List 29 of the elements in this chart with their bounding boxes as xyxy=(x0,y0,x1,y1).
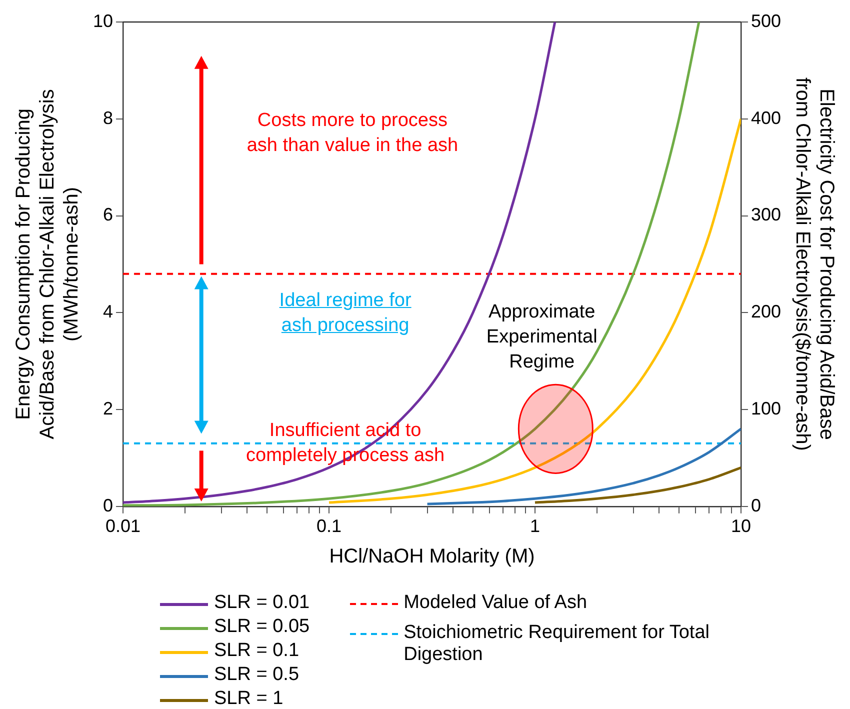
y2-tick-label: 500 xyxy=(750,10,782,31)
y-tick-label: 2 xyxy=(103,398,114,418)
x-tick-label: 0.01 xyxy=(106,516,141,536)
annotation: Ideal regime for ash processing xyxy=(279,288,412,338)
y-axis-title: Energy Consumption for Producing Acid/Base from Chlor-Alkali Electrolysis (MWh/tonne-ash) xyxy=(12,89,83,440)
x-tick-label: 0.1 xyxy=(316,516,342,536)
y-tick-label: 8 xyxy=(103,108,114,128)
annotation: Approximate Experimental Regime xyxy=(486,300,598,374)
y-tick-label: 10 xyxy=(92,10,114,31)
legend-label: Stoichiometric Requirement for Total Digestion xyxy=(404,622,710,666)
y2-tick-label: 0 xyxy=(750,495,761,516)
y2-tick-label: 200 xyxy=(750,302,782,322)
x-tick-label: 1 xyxy=(530,516,540,536)
legend-label: SLR = 0.5 xyxy=(214,664,300,686)
y2-tick-label: 100 xyxy=(750,398,782,418)
y2-axis-title: Electricity Cost for Producing Acid/Base from Chlor-Alkali Electrolysis($/tonne-ash) xyxy=(791,77,838,451)
y-tick-label: 0 xyxy=(103,495,114,516)
annotation: Costs more to process ash than value in the ash xyxy=(246,109,458,158)
legend-label: SLR = 0.05 xyxy=(214,616,310,638)
legend-label: SLR = 1 xyxy=(214,688,284,709)
x-tick-label: 10 xyxy=(730,516,751,536)
legend-label: SLR = 0.01 xyxy=(214,592,310,614)
y2-tick-label: 300 xyxy=(750,204,782,225)
y2-tick-label: 400 xyxy=(750,108,782,128)
x-axis-title: HCl/NaOH Molarity (M) xyxy=(329,546,535,568)
y-tick-label: 4 xyxy=(103,302,114,322)
y-tick-label: 6 xyxy=(103,204,114,225)
legend-label: Modeled Value of Ash xyxy=(404,592,588,614)
legend-label: SLR = 0.1 xyxy=(214,640,300,662)
